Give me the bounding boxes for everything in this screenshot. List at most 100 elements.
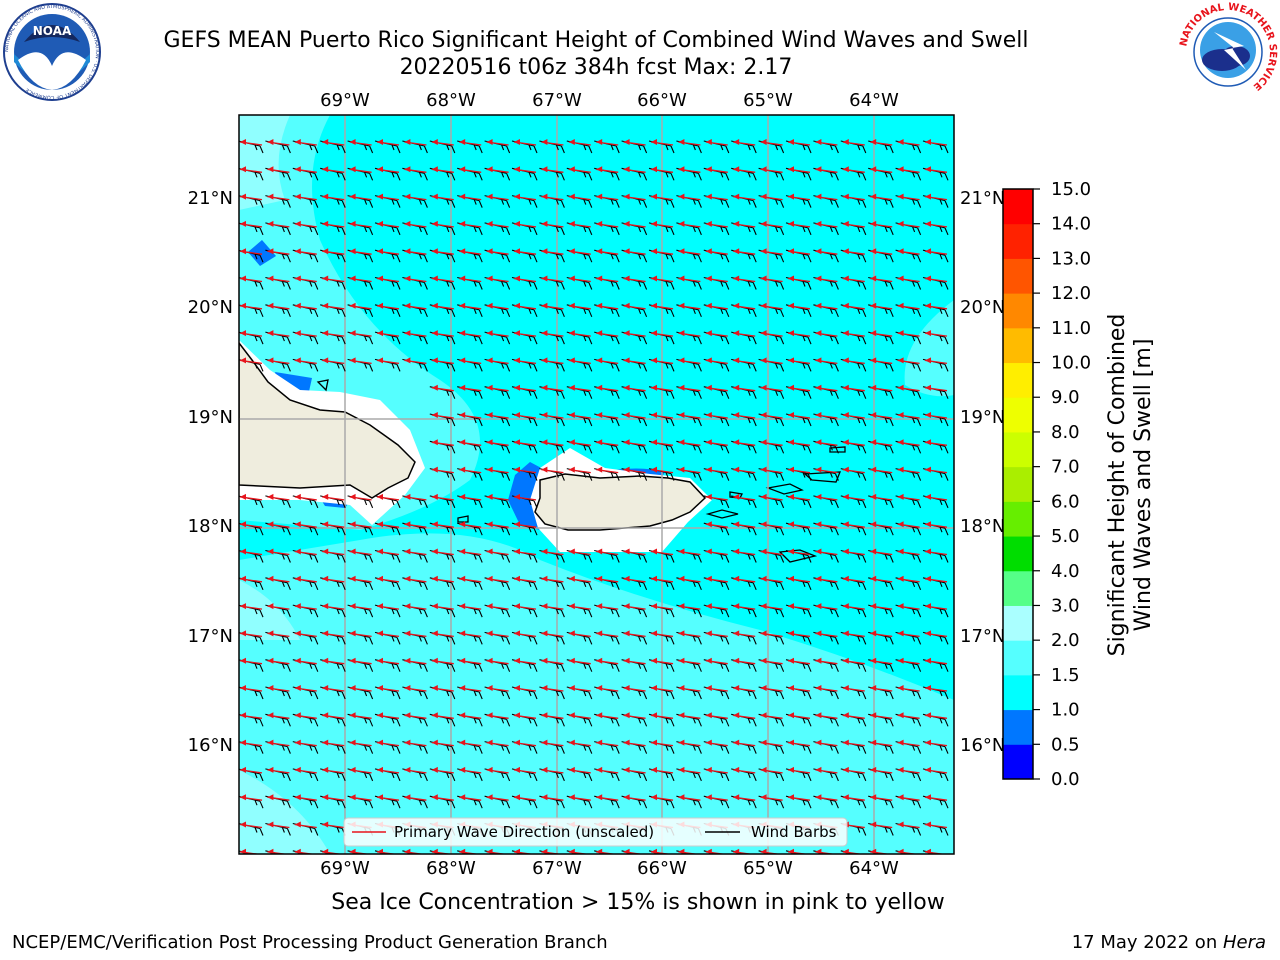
wave-arrow-head — [349, 275, 356, 282]
wave-arrow-head — [541, 712, 548, 719]
wave-arrow-head — [842, 275, 849, 282]
wave-arrow-head — [678, 630, 685, 637]
wave-arrow-head — [705, 603, 712, 610]
wave-arrow-head — [815, 521, 822, 528]
wave-arrow-head — [486, 357, 493, 364]
wave-arrow-head — [705, 330, 712, 337]
wave-arrow-head — [322, 220, 329, 227]
wave-arrow-head — [870, 848, 877, 854]
wave-arrow-head — [925, 739, 931, 746]
wave-arrow-head — [842, 330, 849, 337]
wave-arrow-head — [349, 794, 356, 801]
wave-arrow-head — [623, 193, 630, 200]
wave-arrow-head — [815, 685, 822, 691]
wave-arrow-head — [514, 657, 520, 664]
wave-arrow-head — [842, 220, 849, 227]
wave-arrow-head — [678, 766, 685, 773]
wave-arrow-head — [897, 275, 904, 282]
wave-arrow-head — [240, 848, 246, 854]
wave-arrow-head — [651, 657, 657, 664]
wave-arrow-head — [514, 384, 520, 391]
wave-arrow-head — [623, 685, 630, 691]
wave-arrow-head — [705, 193, 712, 200]
colorbar — [1003, 189, 1033, 780]
wave-arrow-head — [431, 330, 438, 337]
wave-arrow-head — [760, 685, 767, 691]
colorbar-segment — [1003, 674, 1033, 711]
wave-arrow-head — [514, 848, 520, 854]
wave-arrow-head — [568, 302, 575, 309]
colorbar-segment — [1003, 605, 1033, 641]
wave-arrow-head — [294, 630, 301, 637]
wave-arrow-head — [733, 575, 740, 582]
wave-arrow-head — [815, 548, 822, 555]
wave-arrow-head — [788, 575, 794, 582]
wave-arrow-head — [705, 139, 712, 145]
wave-arrow-head — [788, 275, 794, 282]
wave-arrow-head — [870, 493, 877, 500]
wave-arrow-head — [377, 275, 383, 282]
nws-logo: NATIONAL WEATHER SERVICE — [1178, 2, 1278, 99]
wave-arrow-head — [349, 330, 356, 337]
chart-title: GEFS MEAN Puerto Rico Significant Height… — [163, 28, 1029, 53]
wave-arrow-head — [431, 220, 438, 227]
wave-arrow-head — [240, 685, 246, 691]
wave-arrow-head — [240, 139, 246, 145]
wave-arrow-head — [568, 384, 575, 391]
wave-arrow-head — [459, 630, 466, 637]
wave-arrow-head — [623, 712, 630, 719]
wave-arrow-head — [705, 848, 712, 854]
wave-arrow-head — [431, 275, 438, 282]
wave-arrow-head — [705, 685, 712, 691]
wave-arrow-head — [377, 603, 383, 610]
wave-arrow-head — [651, 330, 657, 337]
wave-arrow-head — [815, 330, 822, 337]
wave-arrow-head — [514, 630, 520, 637]
wave-arrow-head — [486, 139, 493, 145]
wave-arrow-head — [240, 739, 246, 746]
wave-arrow-head — [377, 766, 383, 773]
wave-arrow-head — [240, 357, 246, 364]
wave-arrow-head — [815, 739, 822, 746]
wave-arrow-head — [596, 193, 603, 200]
noaa-logo-text: NOAA — [33, 24, 72, 38]
wave-arrow-head — [815, 302, 822, 309]
wave-arrow-head — [925, 685, 931, 691]
wave-arrow-head — [431, 248, 438, 255]
wave-arrow-head — [760, 302, 767, 309]
wave-arrow-head — [842, 603, 849, 610]
wave-arrow-head — [651, 685, 657, 691]
wave-arrow-head — [788, 521, 794, 528]
wave-arrow-head — [568, 248, 575, 255]
lat-labels-left: 21°N 20°N 19°N 18°N 17°N 16°N — [188, 188, 233, 756]
lon-label: 67°W — [532, 858, 582, 879]
colorbar-tick-label: 10.0 — [1051, 353, 1091, 374]
wave-arrow-head — [349, 193, 356, 200]
wave-arrow-head — [349, 575, 356, 582]
wave-arrow-head — [897, 384, 904, 391]
wave-arrow-head — [349, 603, 356, 610]
wave-arrow-head — [377, 220, 383, 227]
wave-arrow-head — [459, 330, 466, 337]
wave-arrow-head — [377, 575, 383, 582]
wave-arrow-head — [897, 330, 904, 337]
lon-labels-top: 69°W 68°W 67°W 66°W 65°W 64°W — [320, 90, 899, 111]
wave-arrow-head — [870, 166, 877, 173]
wave-arrow-head — [541, 794, 548, 801]
colorbar-segment — [1003, 466, 1033, 502]
footer-date: 17 May 2022 on Hera — [1071, 932, 1266, 953]
wave-arrow-head — [349, 685, 356, 691]
wave-arrow-head — [733, 521, 740, 528]
wave-arrow-head — [377, 657, 383, 664]
wave-arrow-head — [404, 766, 411, 773]
wave-arrow-head — [651, 193, 657, 200]
wave-arrow-head — [431, 766, 438, 773]
wave-arrow-head — [733, 766, 740, 773]
colorbar-segment — [1003, 397, 1033, 433]
wave-arrow-head — [678, 330, 685, 337]
wave-arrow-head — [240, 302, 246, 309]
wave-arrow-head — [349, 493, 356, 500]
colorbar-tick-label: 5.0 — [1051, 526, 1080, 547]
map-area — [239, 115, 954, 854]
wave-arrow-head — [651, 766, 657, 773]
